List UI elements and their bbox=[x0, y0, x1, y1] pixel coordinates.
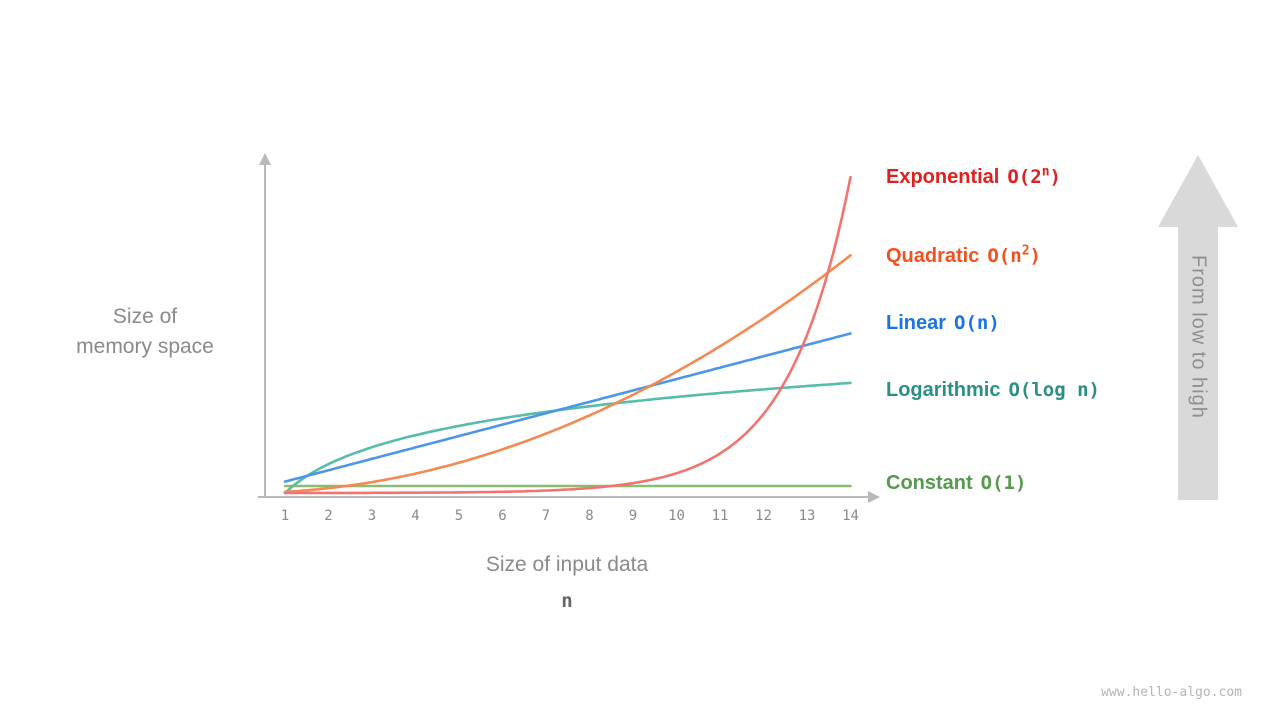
legend-logarithmic-formula: O(log n) bbox=[1008, 379, 1100, 402]
legend-exponential-formula: O(2n) bbox=[1007, 165, 1061, 189]
arrow-shaft bbox=[1178, 225, 1218, 500]
x-tick-8: 8 bbox=[585, 508, 593, 524]
curve-linear bbox=[283, 332, 852, 483]
curve-quadratic bbox=[283, 254, 852, 494]
y-axis-label: Size of memory space bbox=[76, 305, 214, 358]
legend-linear-name: Linear bbox=[886, 312, 947, 335]
x-axis-symbol: n bbox=[561, 590, 573, 612]
x-tick-9: 9 bbox=[629, 508, 637, 524]
legend-constant-formula: O(1) bbox=[980, 472, 1027, 495]
legend-constant: Constant O(1) bbox=[886, 471, 1026, 495]
arrow-label: From low to high bbox=[1187, 255, 1210, 419]
curve-logarithmic bbox=[283, 381, 852, 495]
arrow-up-icon bbox=[1158, 155, 1238, 227]
legend-quadratic: Quadratic O(n2) bbox=[886, 244, 1041, 268]
curve-exponential bbox=[283, 175, 852, 495]
x-tick-14: 14 bbox=[842, 508, 859, 524]
x-tick-7: 7 bbox=[542, 508, 550, 524]
legend-quadratic-formula: O(n2) bbox=[987, 244, 1041, 268]
legend-exponential-name: Exponential bbox=[886, 166, 1000, 189]
x-axis-arrowhead bbox=[868, 491, 880, 503]
x-tick-13: 13 bbox=[799, 508, 816, 524]
x-tick-11: 11 bbox=[712, 508, 729, 524]
legend-exponential: Exponential O(2n) bbox=[886, 165, 1061, 189]
x-tick-12: 12 bbox=[755, 508, 772, 524]
x-tick-5: 5 bbox=[455, 508, 463, 524]
y-axis bbox=[259, 153, 271, 497]
x-tick-4: 4 bbox=[411, 508, 419, 524]
y-axis-arrowhead bbox=[259, 153, 271, 165]
x-tick-1: 1 bbox=[281, 508, 289, 524]
x-tick-2: 2 bbox=[324, 508, 332, 524]
x-tick-6: 6 bbox=[498, 508, 506, 524]
watermark: www.hello-algo.com bbox=[1101, 685, 1242, 700]
x-axis-label: Size of input data bbox=[485, 553, 649, 576]
x-tick-10: 10 bbox=[668, 508, 685, 524]
low-to-high-arrow: From low to high bbox=[1158, 155, 1238, 500]
legend-logarithmic-name: Logarithmic bbox=[886, 379, 1001, 402]
legend-linear-formula: O(n) bbox=[954, 312, 1000, 335]
legend-logarithmic: Logarithmic O(log n) bbox=[886, 378, 1100, 402]
legend-quadratic-name: Quadratic bbox=[886, 245, 980, 268]
x-tick-3: 3 bbox=[368, 508, 376, 524]
legend-linear: Linear O(n) bbox=[886, 311, 1000, 335]
x-axis bbox=[258, 491, 880, 503]
legend-constant-name: Constant bbox=[886, 472, 973, 495]
